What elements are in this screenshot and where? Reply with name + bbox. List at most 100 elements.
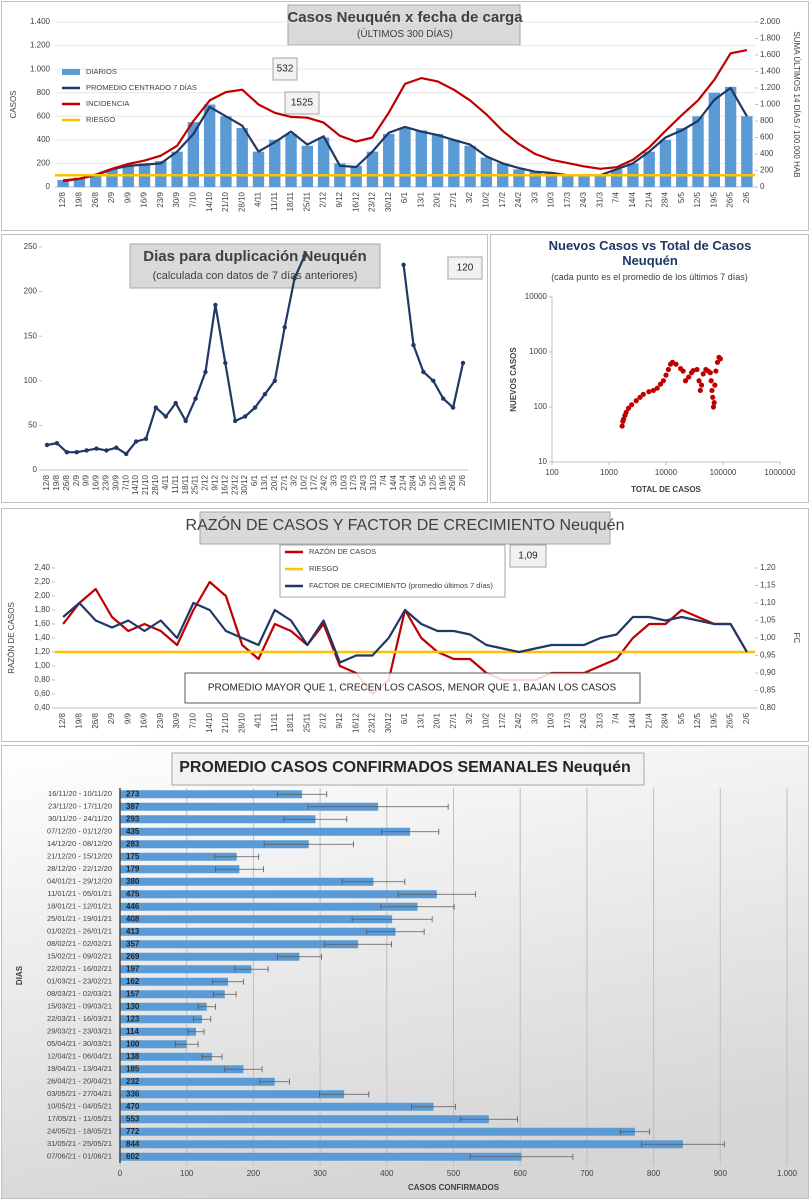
error-bar [341, 878, 406, 885]
data-label: 162 [126, 977, 140, 986]
axis-title: CASOS [9, 90, 18, 118]
bar [120, 1002, 207, 1011]
y2-tick-label: 0,80 [760, 703, 776, 712]
x-tick-label: 2/12 [319, 712, 328, 728]
bar [120, 1052, 213, 1061]
x-tick-label: 23/9 [102, 474, 111, 490]
bar [120, 915, 393, 924]
error-bar [224, 1066, 263, 1073]
data-label: 380 [126, 877, 140, 886]
point [663, 372, 669, 378]
x-tick-label: 2/6 [742, 712, 751, 724]
y2-tick-label: 800 [760, 116, 774, 125]
bar [120, 965, 252, 974]
point [713, 368, 719, 374]
x-tick-label: 18/11 [181, 474, 190, 494]
x-tick-label: 1.000 [777, 1169, 798, 1178]
y-tick-label: 01/03/21 - 23/02/21 [47, 977, 112, 986]
data-label: 123 [126, 1014, 140, 1023]
legend-label: RAZÓN DE CASOS [309, 547, 376, 556]
data-label: 100 [126, 1039, 140, 1048]
x-tick-label: 7/10 [188, 191, 197, 207]
x-tick-label: 16/12 [351, 191, 360, 212]
bar [90, 175, 102, 187]
data-label: 408 [126, 914, 140, 923]
error-bar [469, 1153, 574, 1160]
bar [301, 145, 314, 187]
bar [120, 1065, 244, 1074]
x-tick-label: 16/9 [92, 474, 101, 490]
data-label: 413 [126, 927, 140, 936]
point [711, 400, 717, 406]
x-tick-label: 12/8 [42, 474, 51, 490]
x-tick-label: 28/10 [237, 191, 246, 212]
y2-tick-label: 0,90 [760, 668, 776, 677]
x-tick-label: 4/11 [254, 712, 263, 728]
error-bar [214, 853, 260, 860]
x-tick-label: 9/9 [82, 474, 91, 486]
bar [171, 151, 183, 187]
x-tick-label: 14/4 [389, 474, 398, 490]
y-tick-label: 2,20 [34, 577, 50, 586]
bar [448, 139, 460, 187]
y2-tick-label: 0,95 [760, 651, 776, 660]
y-tick-label: 24/05/21 - 18/05/21 [47, 1127, 112, 1136]
x-tick-label: 26/8 [91, 191, 100, 207]
point [665, 366, 671, 373]
bar [120, 1115, 489, 1124]
legend-box [279, 544, 506, 598]
bar [120, 1077, 275, 1086]
bar [269, 139, 281, 187]
chart-title: Dias para duplicación Neuquén [143, 248, 367, 265]
bar [643, 151, 655, 187]
x-tick-label: 17/2 [498, 191, 507, 207]
bar [480, 157, 493, 187]
x-tick-label: 19/8 [75, 712, 84, 728]
x-tick-label: 23/12 [368, 712, 377, 733]
panel [490, 234, 809, 503]
bar [120, 790, 303, 799]
bar [120, 1152, 522, 1161]
bar [236, 128, 248, 187]
bar [120, 977, 229, 986]
x-tick-label: 28/10 [237, 712, 246, 733]
x-tick-label: 26/8 [91, 712, 100, 728]
y-tick-label: 23/11/20 - 17/11/20 [48, 802, 112, 811]
y-tick-label: 50 [28, 421, 37, 430]
error-bar [201, 1053, 223, 1060]
x-tick-label: 3/3 [329, 474, 338, 486]
x-tick-label: 2/9 [107, 712, 116, 724]
x-tick-label: 900 [714, 1169, 728, 1178]
x-tick-label: 20/1 [270, 474, 279, 490]
chart-title: Nuevos Casos vs Total de Casos Neuquén [548, 238, 752, 268]
x-tick-label: 30/12 [240, 474, 249, 495]
y-tick-label: 30/11/20 - 24/11/20 [48, 814, 112, 823]
error-bar [263, 841, 354, 848]
y-tick-label: 0,80 [34, 675, 50, 684]
x-tick-label: 9/9 [123, 712, 132, 724]
x-tick-label: 18/11 [286, 712, 295, 732]
x-tick-label: 16/9 [140, 712, 149, 728]
line [44, 253, 307, 457]
x-tick-label: 13/1 [260, 474, 269, 490]
data-label: 435 [126, 827, 140, 836]
x-tick-label: 5/5 [677, 712, 686, 724]
y-tick-label: 26/04/21 - 20/04/21 [47, 1077, 112, 1086]
x-tick-label: 18/11 [286, 191, 295, 211]
bar [415, 130, 427, 187]
x-tick-label: 200 [247, 1169, 261, 1178]
bar [120, 840, 309, 849]
bar [120, 1027, 197, 1036]
y2-tick-label: 400 [760, 149, 774, 158]
bar [120, 865, 240, 874]
x-tick-label: 12/5 [693, 191, 702, 207]
x-tick-label: 3/2 [290, 474, 299, 486]
x-tick-label: 24/3 [579, 712, 588, 728]
y-tick-label: 04/01/21 - 29/12/20 [47, 877, 112, 886]
point [629, 402, 635, 408]
x-tick-label: 10/2 [482, 712, 491, 728]
data-label: 130 [126, 1002, 140, 1011]
bar [692, 116, 704, 187]
